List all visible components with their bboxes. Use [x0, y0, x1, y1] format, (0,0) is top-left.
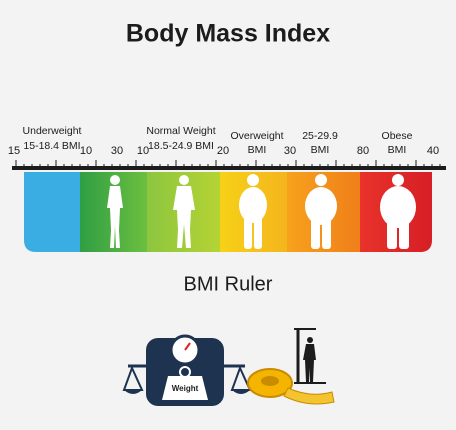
- category-range: BMI: [248, 144, 267, 156]
- color-bands: [24, 172, 432, 252]
- tape-icon: [247, 368, 335, 405]
- ruler: 15 10 30 10 20 30 80 40 Underweight 15-18.4 BMI No…: [8, 125, 446, 170]
- category-range: BMI: [311, 144, 330, 156]
- category-range: 15-18.4 BMI: [23, 140, 80, 152]
- ruler-number: 10: [80, 145, 92, 157]
- silhouette: [305, 174, 337, 249]
- category-name: Overweight: [230, 130, 283, 142]
- silhouette: [380, 174, 416, 249]
- ruler-number: 30: [284, 145, 296, 157]
- category-name: Obese: [382, 130, 413, 142]
- category-name: Underweight: [23, 125, 82, 137]
- ruler-number: 80: [357, 145, 369, 157]
- silhouette: [173, 175, 195, 248]
- height-icon: [294, 328, 326, 384]
- scale-icon: Weight: [122, 334, 252, 406]
- ruler-number: 40: [427, 145, 439, 157]
- ruler-number: 20: [217, 145, 229, 157]
- category-range: 18.5-24.9 BMI: [148, 140, 214, 152]
- ruler-number: 10: [137, 145, 149, 157]
- silhouettes: [107, 174, 416, 249]
- silhouette: [239, 174, 267, 249]
- category-name: Normal Weight: [146, 125, 215, 137]
- ruler-number: 15: [8, 145, 20, 157]
- band: [24, 172, 80, 252]
- title: Body Mass Index: [126, 20, 330, 48]
- category-name: 25-29.9: [302, 130, 338, 142]
- icon-label: Weight: [172, 384, 199, 393]
- silhouette: [107, 175, 123, 248]
- category-range: BMI: [388, 144, 407, 156]
- ruler-number: 30: [111, 145, 123, 157]
- subtitle: BMI Ruler: [184, 273, 273, 295]
